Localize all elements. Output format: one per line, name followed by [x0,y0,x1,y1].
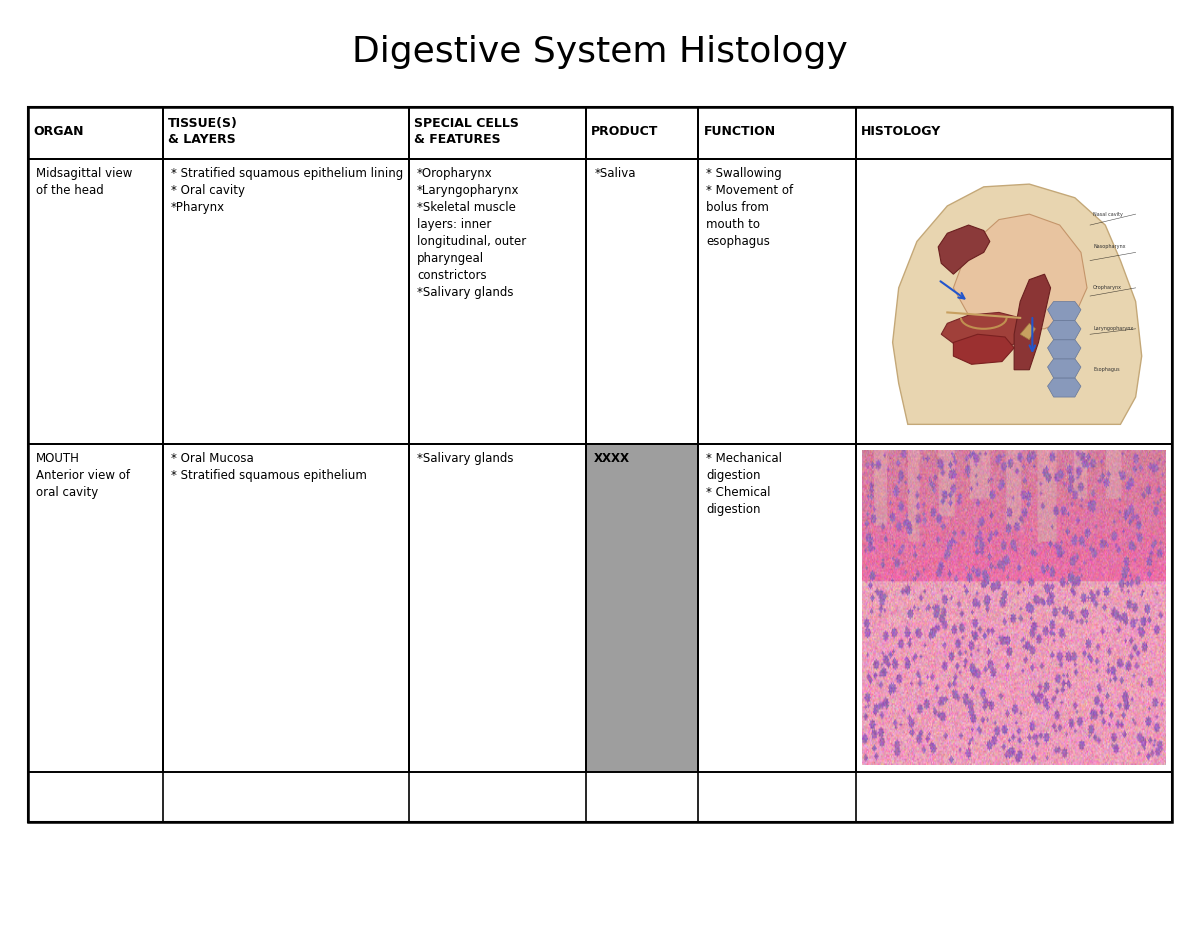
Bar [28,107,163,159]
Text: Digestive System Histology: Digestive System Histology [352,35,848,69]
Text: ORGAN: ORGAN [34,124,84,137]
Text: XXXX: XXXX [594,452,630,465]
Text: Nasal cavity: Nasal cavity [1093,211,1123,217]
Text: Esophagus: Esophagus [1093,367,1120,373]
Bar [28,107,1172,822]
Polygon shape [1048,339,1081,359]
Text: TISSUE(S)
& LAYERS: TISSUE(S) & LAYERS [168,117,238,146]
Text: Laryngopharynx: Laryngopharynx [1093,326,1133,331]
Bar [409,444,587,772]
Text: PRODUCT: PRODUCT [592,124,659,137]
Text: FUNCTION: FUNCTION [703,124,775,137]
Text: * Swallowing
* Movement of
bolus from
mouth to
esophagus: * Swallowing * Movement of bolus from mo… [707,167,793,248]
Bar [587,107,698,159]
Text: *Salivary glands: *Salivary glands [416,452,514,465]
Text: HISTOLOGY: HISTOLOGY [862,124,942,137]
Bar [409,107,587,159]
Bar [698,444,857,772]
Bar [587,444,698,772]
Polygon shape [953,214,1087,329]
Text: *Saliva: *Saliva [594,167,636,180]
Polygon shape [1014,274,1050,370]
Polygon shape [1020,324,1036,339]
Bar [28,107,1172,822]
Polygon shape [1048,378,1081,397]
Text: Midsagittal view
of the head: Midsagittal view of the head [36,167,132,197]
Bar [28,444,163,772]
Bar [857,444,1172,772]
Text: MOUTH
Anterior view of
oral cavity: MOUTH Anterior view of oral cavity [36,452,130,499]
Bar [857,159,1172,444]
Polygon shape [1048,301,1081,321]
Polygon shape [938,225,990,274]
Bar [698,107,857,159]
Bar [698,159,857,444]
Bar [163,444,409,772]
Polygon shape [941,312,1030,350]
Polygon shape [953,335,1014,364]
Text: * Oral Mucosa
* Stratified squamous epithelium: * Oral Mucosa * Stratified squamous epit… [170,452,367,482]
Text: Oropharynx: Oropharynx [1093,286,1122,290]
Bar [857,107,1172,159]
Text: * Stratified squamous epithelium lining
* Oral cavity
*Pharynx: * Stratified squamous epithelium lining … [170,167,403,214]
Bar [163,159,409,444]
Polygon shape [893,184,1141,425]
Bar [587,159,698,444]
Polygon shape [1048,359,1081,378]
Bar [28,159,163,444]
Polygon shape [1048,321,1081,339]
Bar [163,107,409,159]
Text: Nasopharynx: Nasopharynx [1093,245,1126,249]
Bar [409,159,587,444]
Text: *Oropharynx
*Laryngopharynx
*Skeletal muscle
layers: inner
longitudinal, outer
p: *Oropharynx *Laryngopharynx *Skeletal mu… [416,167,527,299]
Text: SPECIAL CELLS
& FEATURES: SPECIAL CELLS & FEATURES [414,117,518,146]
Text: * Mechanical
digestion
* Chemical
digestion: * Mechanical digestion * Chemical digest… [707,452,782,516]
